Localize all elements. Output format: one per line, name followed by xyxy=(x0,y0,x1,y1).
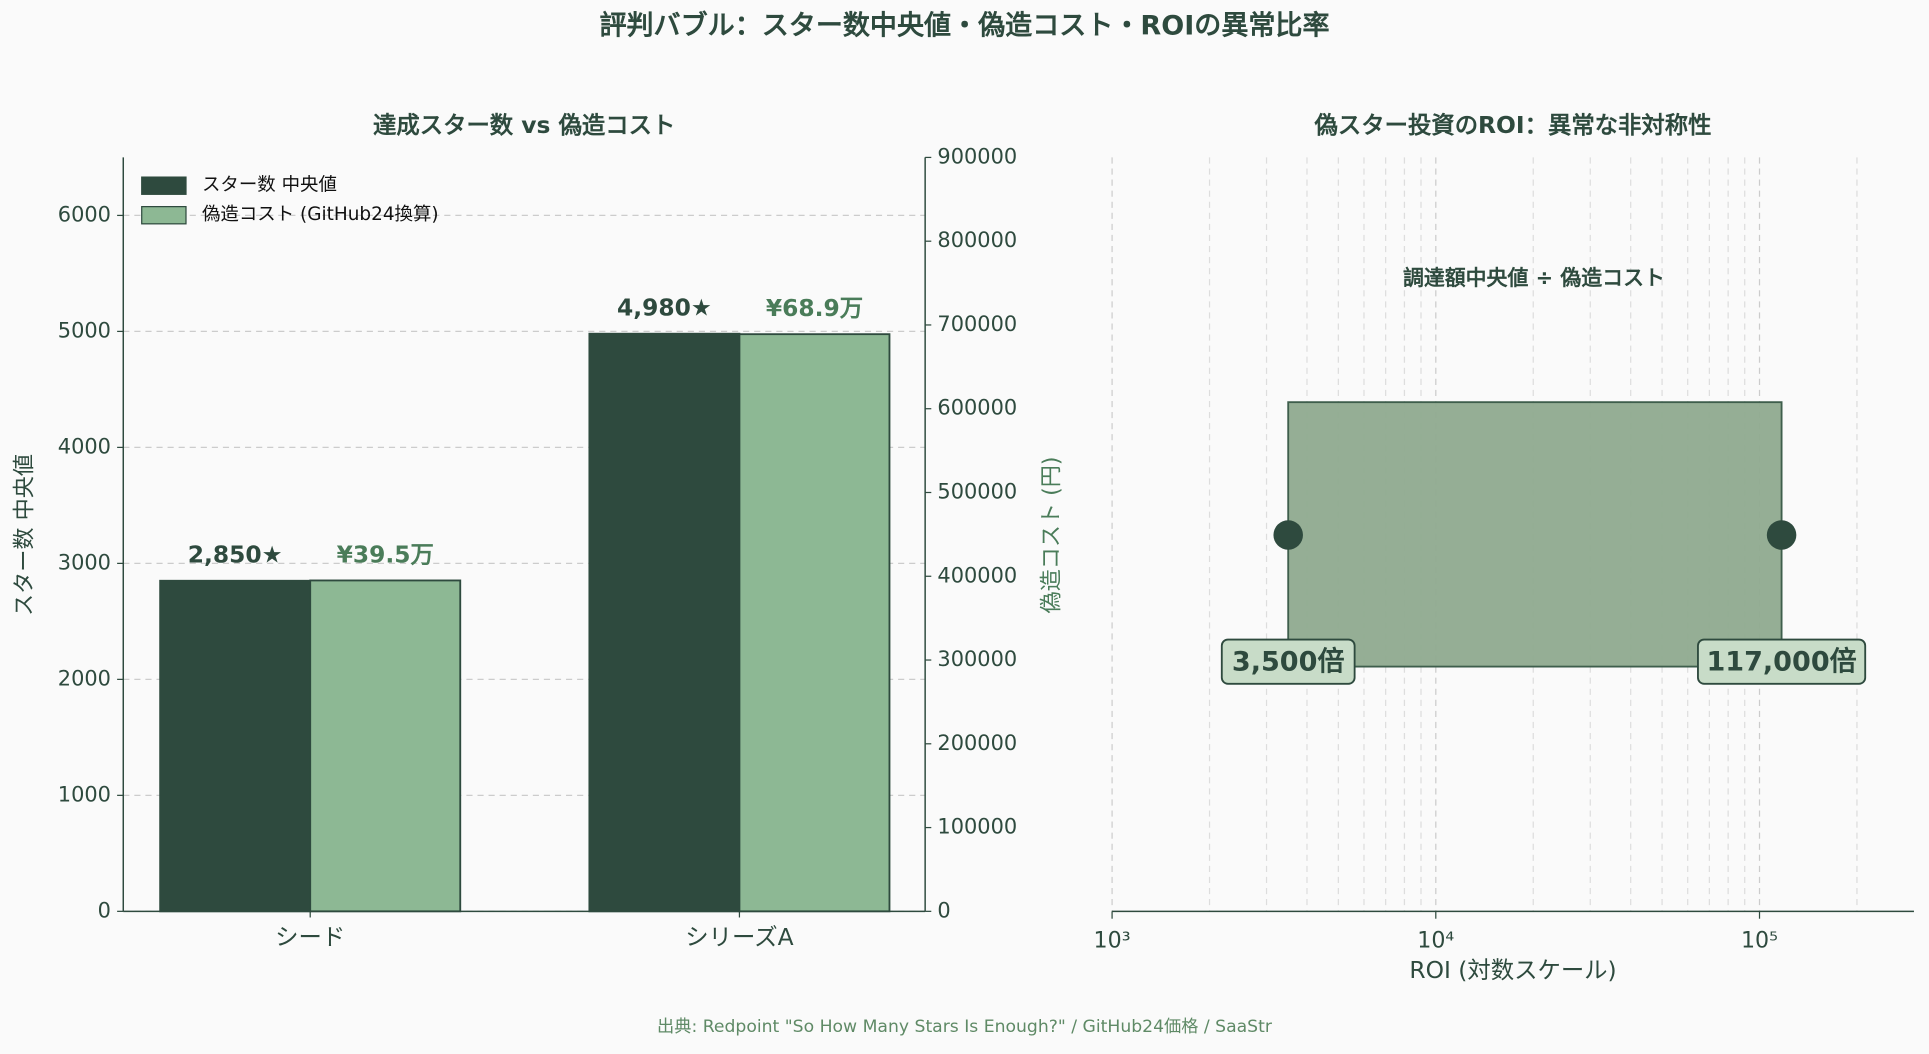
annotation: 調達額中央値 ÷ 偽造コスト xyxy=(1403,266,1665,290)
bar xyxy=(588,332,741,913)
x-axis-label: ROI (対数スケール) xyxy=(1409,956,1616,984)
point xyxy=(1273,520,1303,550)
y2-tick-label: 100000 xyxy=(937,815,1017,839)
y-tick-label: 5000 xyxy=(58,318,111,342)
chart-title: 偽スター投資のROI：異常な非対称性 xyxy=(1314,111,1712,139)
y2-tick-label: 500000 xyxy=(937,479,1017,503)
y2-tick-label: 800000 xyxy=(937,228,1017,252)
value-label: 4,980★ xyxy=(617,294,712,322)
y2-tick-label: 900000 xyxy=(937,144,1017,168)
label-box xyxy=(1220,638,1356,685)
y2-tick-label: 0 xyxy=(937,898,950,922)
x-tick-label: 10⁵ xyxy=(1741,927,1778,953)
bar xyxy=(309,579,462,913)
y2-tick-label: 300000 xyxy=(937,647,1017,671)
x-tick-label: 10⁴ xyxy=(1417,927,1454,953)
y-tick-label: 0 xyxy=(98,898,111,922)
point xyxy=(1766,520,1797,550)
value-label: 117,000倍 xyxy=(1706,645,1856,677)
y-tick-label: 4000 xyxy=(58,434,111,458)
y-tick-label: 6000 xyxy=(58,202,111,226)
value-label: ¥39.5万 xyxy=(337,540,434,568)
y2-tick-label: 600000 xyxy=(937,396,1017,420)
legend-label: スター数 中央値 xyxy=(202,175,337,196)
y-tick-label: 1000 xyxy=(58,782,111,806)
legend-swatch xyxy=(141,206,187,225)
main-title: 評判バブル：スター数中央値・偽造コスト・ROIの異常比率 xyxy=(599,10,1329,42)
legend-swatch xyxy=(141,176,187,195)
y2-tick-label: 200000 xyxy=(937,731,1017,755)
y-tick-label: 2000 xyxy=(58,666,111,690)
y-axis-label: スター数 中央値 xyxy=(11,454,37,616)
value-label: 2,850★ xyxy=(188,541,283,569)
bar xyxy=(738,333,891,913)
y2-tick-label: 700000 xyxy=(937,312,1017,336)
range-box xyxy=(1287,401,1783,668)
chart-title: 達成スター数 vs 偽造コスト xyxy=(373,111,675,139)
value-label: ¥68.9万 xyxy=(766,294,863,322)
y2-tick-label: 400000 xyxy=(937,563,1017,587)
source: 出典: Redpoint "So How Many Stars Is Enoug… xyxy=(657,1017,1273,1037)
legend-label: 偽造コスト (GitHub24換算) xyxy=(202,204,439,225)
x-tick-label: 10³ xyxy=(1094,927,1131,953)
label-box xyxy=(1697,638,1867,685)
x-tick-label: シード xyxy=(275,923,345,951)
bar xyxy=(159,579,312,913)
y-tick-label: 3000 xyxy=(58,550,111,574)
value-label: 3,500倍 xyxy=(1232,645,1345,677)
y2-axis-label: 偽造コスト (円) xyxy=(1038,456,1064,613)
x-tick-label: シリーズA xyxy=(685,923,793,951)
